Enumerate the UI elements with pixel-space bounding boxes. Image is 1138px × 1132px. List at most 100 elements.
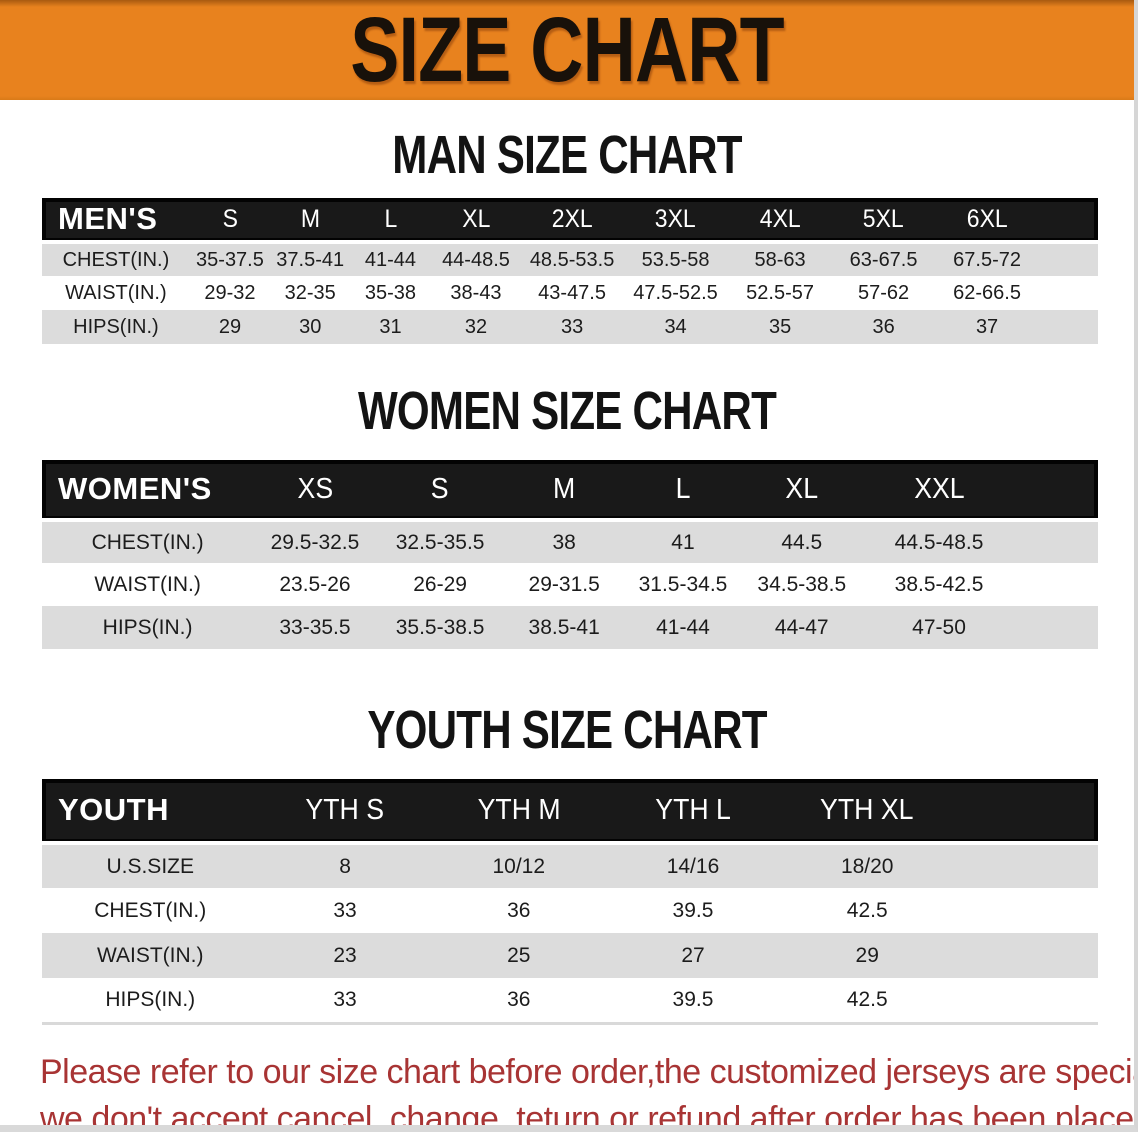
cell: 33 bbox=[333, 898, 357, 922]
cell: 39.5 bbox=[672, 987, 714, 1011]
men-waist-row: WAIST(IN.) 29-32 32-35 35-38 38-43 43-47… bbox=[42, 276, 1098, 310]
spacer-cell bbox=[1016, 520, 1098, 563]
cell: 14/16 bbox=[666, 854, 720, 878]
cell: 10/12 bbox=[492, 854, 546, 878]
cell: 41 bbox=[671, 530, 695, 554]
cell: 37.5-41 bbox=[276, 248, 345, 271]
cell: 35.5-38.5 bbox=[395, 615, 485, 639]
women-col-xxl: XXL bbox=[913, 472, 965, 505]
youth-col-xl: YTH XL bbox=[820, 793, 914, 826]
youth-hips-row: HIPS(IN.) 33 36 39.5 42.5 bbox=[42, 978, 1098, 1023]
youth-table-corner-label: YOUTH bbox=[58, 792, 169, 827]
men-section-heading-text: MAN SIZE CHART bbox=[392, 125, 742, 185]
cell: 44-48.5 bbox=[442, 248, 510, 271]
cell: 42.5 bbox=[846, 987, 888, 1011]
cell: 47.5-52.5 bbox=[633, 281, 718, 304]
spacer-cell bbox=[1016, 606, 1098, 649]
banner: SIZE CHART bbox=[0, 0, 1134, 100]
spacer-cell bbox=[1039, 276, 1098, 310]
cell: 52.5-57 bbox=[746, 281, 815, 304]
cell: 62-66.5 bbox=[953, 281, 1021, 304]
cell: 32 bbox=[464, 315, 488, 338]
cell: 47-50 bbox=[912, 615, 966, 639]
cell: 43-47.5 bbox=[538, 281, 606, 304]
women-section-heading-text: WOMEN SIZE CHART bbox=[357, 381, 777, 441]
men-col-5xl: 5XL bbox=[863, 204, 905, 233]
spacer-cell bbox=[954, 843, 1098, 888]
spacer-cell bbox=[1016, 460, 1098, 520]
cell: 29.5-32.5 bbox=[270, 530, 360, 554]
cell: 57-62 bbox=[858, 281, 910, 304]
cell: 27 bbox=[681, 943, 705, 967]
women-hips-row: HIPS(IN.) 33-35.5 35.5-38.5 38.5-41 41-4… bbox=[42, 606, 1098, 649]
cell: 32.5-35.5 bbox=[395, 530, 485, 554]
cell: 44.5-48.5 bbox=[894, 530, 984, 554]
row-label: CHEST(IN.) bbox=[94, 898, 207, 922]
cell: 36 bbox=[507, 987, 531, 1011]
cell: 25 bbox=[507, 943, 531, 967]
youth-ussize-row: U.S.SIZE 8 10/12 14/16 18/20 bbox=[42, 843, 1098, 888]
women-waist-row: WAIST(IN.) 23.5-26 26-29 29-31.5 31.5-34… bbox=[42, 563, 1098, 606]
cell: 67.5-72 bbox=[953, 248, 1021, 271]
disclaimer-line-1: Please refer to our size chart before or… bbox=[40, 1052, 1134, 1091]
cell: 44.5 bbox=[781, 530, 823, 554]
cell: 53.5-58 bbox=[641, 248, 710, 271]
women-col-xs: XS bbox=[297, 472, 333, 505]
spacer-cell bbox=[1039, 198, 1098, 242]
disclaimer-line-2: we don't accept cancel, change, teturn o… bbox=[40, 1099, 1138, 1132]
youth-table-header-row: YOUTH YTH S YTH M YTH L YTH XL bbox=[42, 779, 1098, 843]
women-col-xl: XL bbox=[785, 472, 819, 505]
cell: 29 bbox=[218, 315, 242, 338]
women-table-corner-label: WOMEN'S bbox=[58, 471, 212, 506]
cell: 29-31.5 bbox=[528, 572, 600, 596]
cell: 33 bbox=[333, 987, 357, 1011]
cell: 18/20 bbox=[840, 854, 894, 878]
cell: 38-43 bbox=[450, 281, 502, 304]
women-size-table: WOMEN'S XS S M L XL XXL CHEST(IN.) 29.5-… bbox=[42, 460, 1098, 649]
youth-chest-row: CHEST(IN.) 33 36 39.5 42.5 bbox=[42, 888, 1098, 933]
men-col-4xl: 4XL bbox=[759, 204, 801, 233]
cell: 23 bbox=[333, 943, 357, 967]
cell: 30 bbox=[299, 315, 322, 338]
spacer-cell bbox=[1039, 310, 1098, 344]
men-size-table: MEN'S S M L XL 2XL 3XL 4XL 5XL 6XL CHEST… bbox=[42, 198, 1098, 344]
spacer-cell bbox=[954, 888, 1098, 933]
row-label: HIPS(IN.) bbox=[73, 315, 159, 338]
row-label: HIPS(IN.) bbox=[102, 615, 193, 639]
men-chest-row: CHEST(IN.) 35-37.5 37.5-41 41-44 44-48.5… bbox=[42, 242, 1098, 276]
men-table-header-row: MEN'S S M L XL 2XL 3XL 4XL 5XL 6XL bbox=[42, 198, 1098, 242]
row-label: HIPS(IN.) bbox=[105, 987, 196, 1011]
cell: 31 bbox=[379, 315, 402, 338]
row-label: CHEST(IN.) bbox=[62, 248, 170, 271]
youth-section-heading: YOUTH SIZE CHART bbox=[0, 649, 1134, 757]
cell: 48.5-53.5 bbox=[529, 248, 615, 271]
cell: 29 bbox=[855, 943, 879, 967]
cell: 35 bbox=[768, 315, 792, 338]
cell: 38.5-41 bbox=[528, 615, 600, 639]
youth-section-heading-text: YOUTH SIZE CHART bbox=[367, 700, 767, 760]
cell: 38 bbox=[552, 530, 576, 554]
men-col-s: S bbox=[222, 204, 238, 233]
row-label: WAIST(IN.) bbox=[65, 281, 167, 304]
men-col-2xl: 2XL bbox=[551, 204, 593, 233]
cell: 29-32 bbox=[204, 281, 256, 304]
women-col-l: L bbox=[675, 472, 691, 505]
cell: 35-38 bbox=[364, 281, 417, 304]
disclaimer-note: Please refer to our size chart before or… bbox=[0, 1025, 1138, 1132]
cell: 36 bbox=[507, 898, 531, 922]
cell: 42.5 bbox=[846, 898, 888, 922]
women-section-heading: WOMEN SIZE CHART bbox=[0, 344, 1134, 438]
cell: 33-35.5 bbox=[279, 615, 351, 639]
spacer-cell bbox=[954, 933, 1098, 978]
row-label: CHEST(IN.) bbox=[91, 530, 204, 554]
women-col-s: S bbox=[431, 472, 449, 505]
youth-size-table: YOUTH YTH S YTH M YTH L YTH XL U.S.SIZE … bbox=[42, 779, 1098, 1025]
men-hips-row: HIPS(IN.) 29 30 31 32 33 34 35 36 37 bbox=[42, 310, 1098, 344]
men-table-corner-label: MEN'S bbox=[58, 201, 158, 236]
men-col-6xl: 6XL bbox=[966, 204, 1008, 233]
page-title: SIZE CHART bbox=[350, 0, 784, 101]
cell: 58-63 bbox=[754, 248, 806, 271]
men-col-xl: XL bbox=[461, 204, 491, 233]
women-col-m: M bbox=[553, 472, 576, 505]
